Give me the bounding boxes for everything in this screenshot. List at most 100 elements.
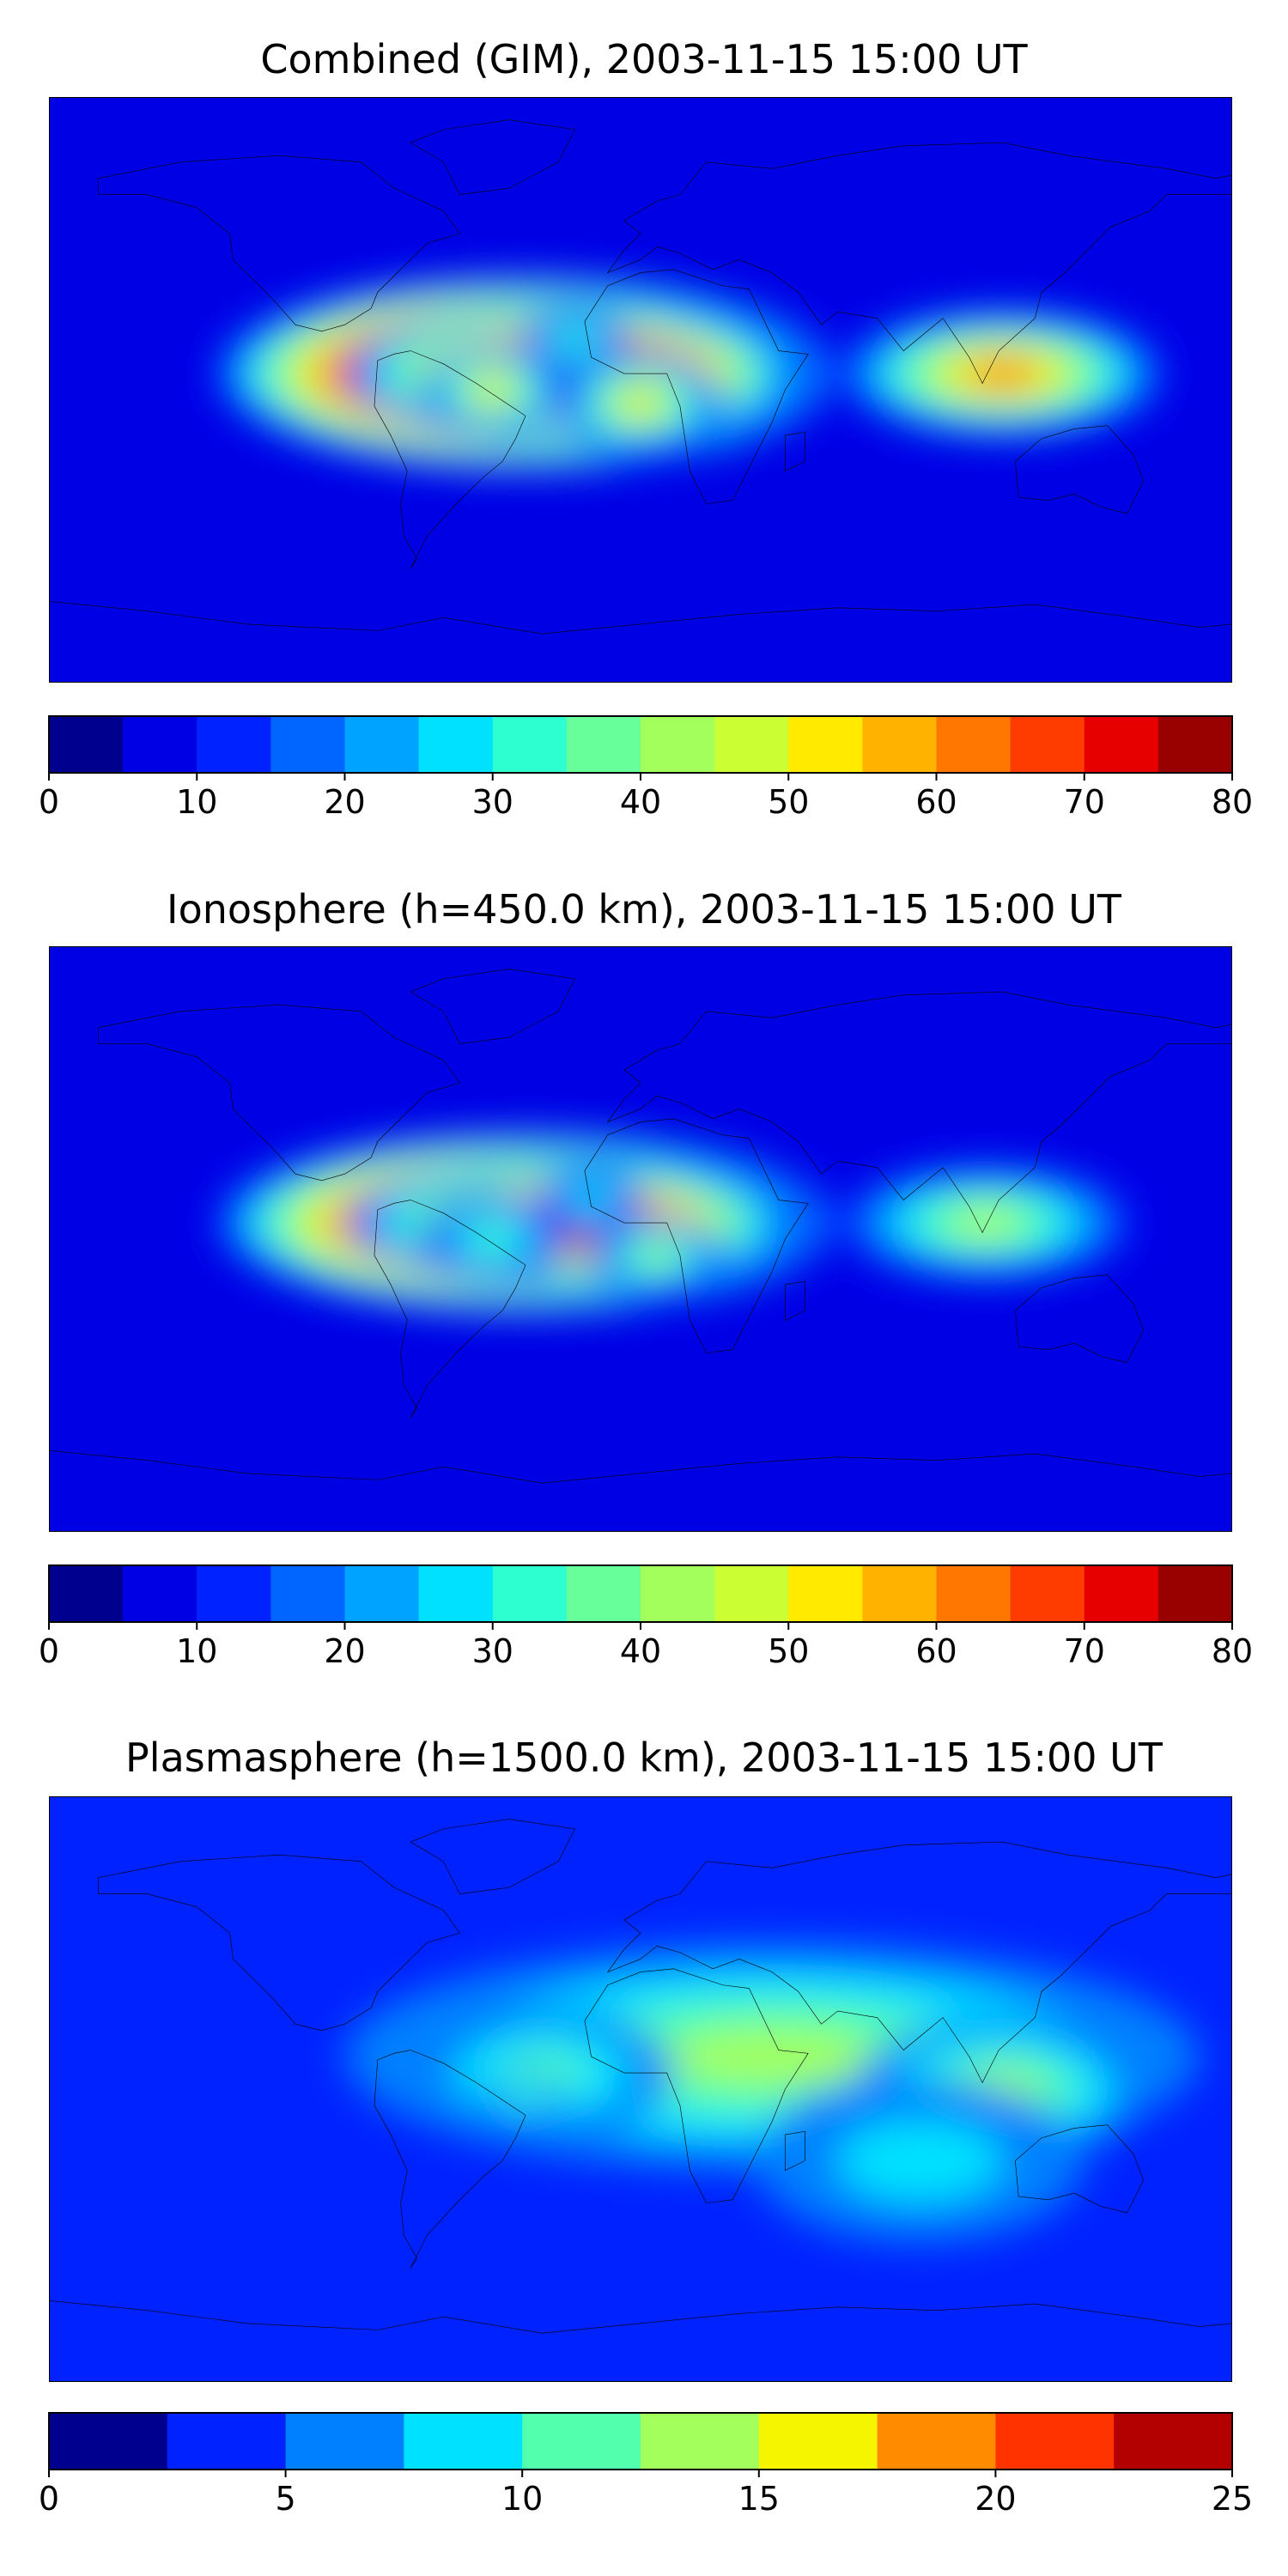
colorbar-swatch: [641, 2413, 760, 2470]
colorbar-swatch: [862, 716, 937, 773]
coastline: [1015, 2125, 1143, 2213]
coastline: [785, 2131, 805, 2170]
coastline: [410, 969, 574, 1044]
colorbar-swatch: [197, 716, 271, 773]
colorbar-swatch: [492, 716, 568, 773]
coastline: [585, 270, 808, 504]
colorbar-tick-label: 20: [975, 2480, 1017, 2518]
panel-1-map: [49, 97, 1232, 683]
colorbar-tick-label: 20: [324, 783, 366, 821]
coastlines: [49, 120, 1232, 683]
colorbar-swatch: [49, 1565, 124, 1622]
coastlines: [49, 969, 1232, 1532]
colorbar-swatch: [862, 1565, 937, 1622]
colorbar-tick-label: 0: [38, 783, 60, 821]
colorbar-swatch: [197, 1565, 271, 1622]
colorbar-swatch: [995, 2413, 1115, 2470]
colorbar-tick-label: 15: [738, 2480, 780, 2518]
colorbar-swatch: [1157, 716, 1233, 773]
coastline: [49, 601, 1232, 683]
coastline: [785, 1281, 805, 1320]
colorbar-tick-label: 25: [1211, 2480, 1254, 2518]
contour-band: [512, 2087, 539, 2105]
field-layer: [213, 276, 1167, 471]
colorbar-swatch: [936, 716, 1012, 773]
coastline: [374, 1200, 526, 1419]
panel-3-title: Plasmasphere (h=1500.0 km), 2003-11-15 1…: [125, 1735, 1163, 1781]
coastline: [410, 1820, 574, 1894]
contour-band: [967, 1215, 1005, 1230]
colorbar-tick-label: 10: [176, 1632, 218, 1670]
contour-band: [988, 368, 1017, 380]
colorbar-swatch: [123, 716, 197, 773]
colorbar-tick-label: 0: [38, 2480, 60, 2518]
coastline: [608, 1842, 1232, 2082]
colorbar-tick-label: 10: [501, 2480, 544, 2518]
colorbar-swatch: [49, 716, 124, 773]
colorbar-swatch: [641, 1565, 715, 1622]
panel-2-colorbar: [48, 1564, 1233, 1630]
colorbar-swatch: [936, 1565, 1012, 1622]
colorbar-swatch: [566, 1565, 641, 1622]
colorbar-swatch: [418, 1565, 494, 1622]
colorbar-swatch: [492, 1565, 568, 1622]
colorbar-tick-label: 70: [1063, 783, 1105, 821]
colorbar-swatch: [344, 716, 420, 773]
coastline: [785, 432, 805, 471]
colorbar-tick-label: 30: [471, 783, 513, 821]
contour-band: [665, 2027, 879, 2086]
colorbar-tick-label: 10: [176, 783, 218, 821]
colorbar-swatch: [404, 2413, 523, 2470]
coastline: [410, 120, 574, 195]
contour-band: [632, 398, 649, 409]
colorbar-tick-label: 40: [619, 783, 662, 821]
coastline: [49, 1450, 1232, 1532]
contour-band: [581, 1193, 602, 1207]
coastline: [608, 992, 1232, 1232]
panel-2-map: [49, 946, 1232, 1532]
colorbar-swatch: [270, 716, 345, 773]
field-layer: [344, 1942, 1200, 2243]
coastline: [585, 1119, 808, 1353]
colorbar-swatch: [566, 716, 641, 773]
colorbar-tick-label: 80: [1211, 783, 1254, 821]
field-layer: [213, 1131, 1134, 1315]
coastlines: [49, 1820, 1232, 2382]
contour-band: [566, 335, 584, 347]
colorbar-tick-label: 20: [324, 1632, 366, 1670]
colorbar-tick-label: 60: [915, 1632, 957, 1670]
colorbar-swatch: [1084, 716, 1159, 773]
colorbar-swatch: [123, 1565, 197, 1622]
panel-1-title: Combined (GIM), 2003-11-15 15:00 UT: [260, 36, 1028, 82]
colorbar-swatch: [344, 1565, 420, 1622]
coastline: [608, 143, 1232, 383]
colorbar-tick-label: 60: [915, 783, 957, 821]
coastline: [49, 2300, 1232, 2382]
colorbar-tick-label: 40: [619, 1632, 662, 1670]
panel-2-title: Ionosphere (h=450.0 km), 2003-11-15 15:0…: [167, 886, 1121, 933]
contour-band: [648, 1250, 665, 1261]
colorbar-tick-label: 0: [38, 1632, 60, 1670]
coastline: [585, 1969, 808, 2203]
colorbar-tick-label: 5: [275, 2480, 296, 2518]
colorbar-swatch: [1084, 1565, 1159, 1622]
panel-3-map: [49, 1796, 1232, 2382]
colorbar-frame: [48, 2412, 1233, 2470]
colorbar-swatch: [270, 1565, 345, 1622]
colorbar-swatch: [1114, 2413, 1233, 2470]
contour-band: [485, 385, 501, 395]
colorbar-swatch: [418, 716, 494, 773]
coastline: [1015, 426, 1143, 513]
colorbar-tick-label: 80: [1211, 1632, 1254, 1670]
colorbar-swatch: [788, 716, 863, 773]
colorbar-tick-label: 70: [1063, 1632, 1105, 1670]
coastline: [1015, 1275, 1143, 1363]
coastline: [98, 155, 459, 331]
colorbar-swatch: [49, 2413, 168, 2470]
panel-1-colorbar: [48, 715, 1233, 781]
colorbar-swatch: [522, 2413, 641, 2470]
colorbar-swatch: [758, 2413, 878, 2470]
colorbar-tick-label: 30: [471, 1632, 513, 1670]
colorbar-swatch: [788, 1565, 863, 1622]
panel-3-colorbar: [48, 2412, 1233, 2477]
